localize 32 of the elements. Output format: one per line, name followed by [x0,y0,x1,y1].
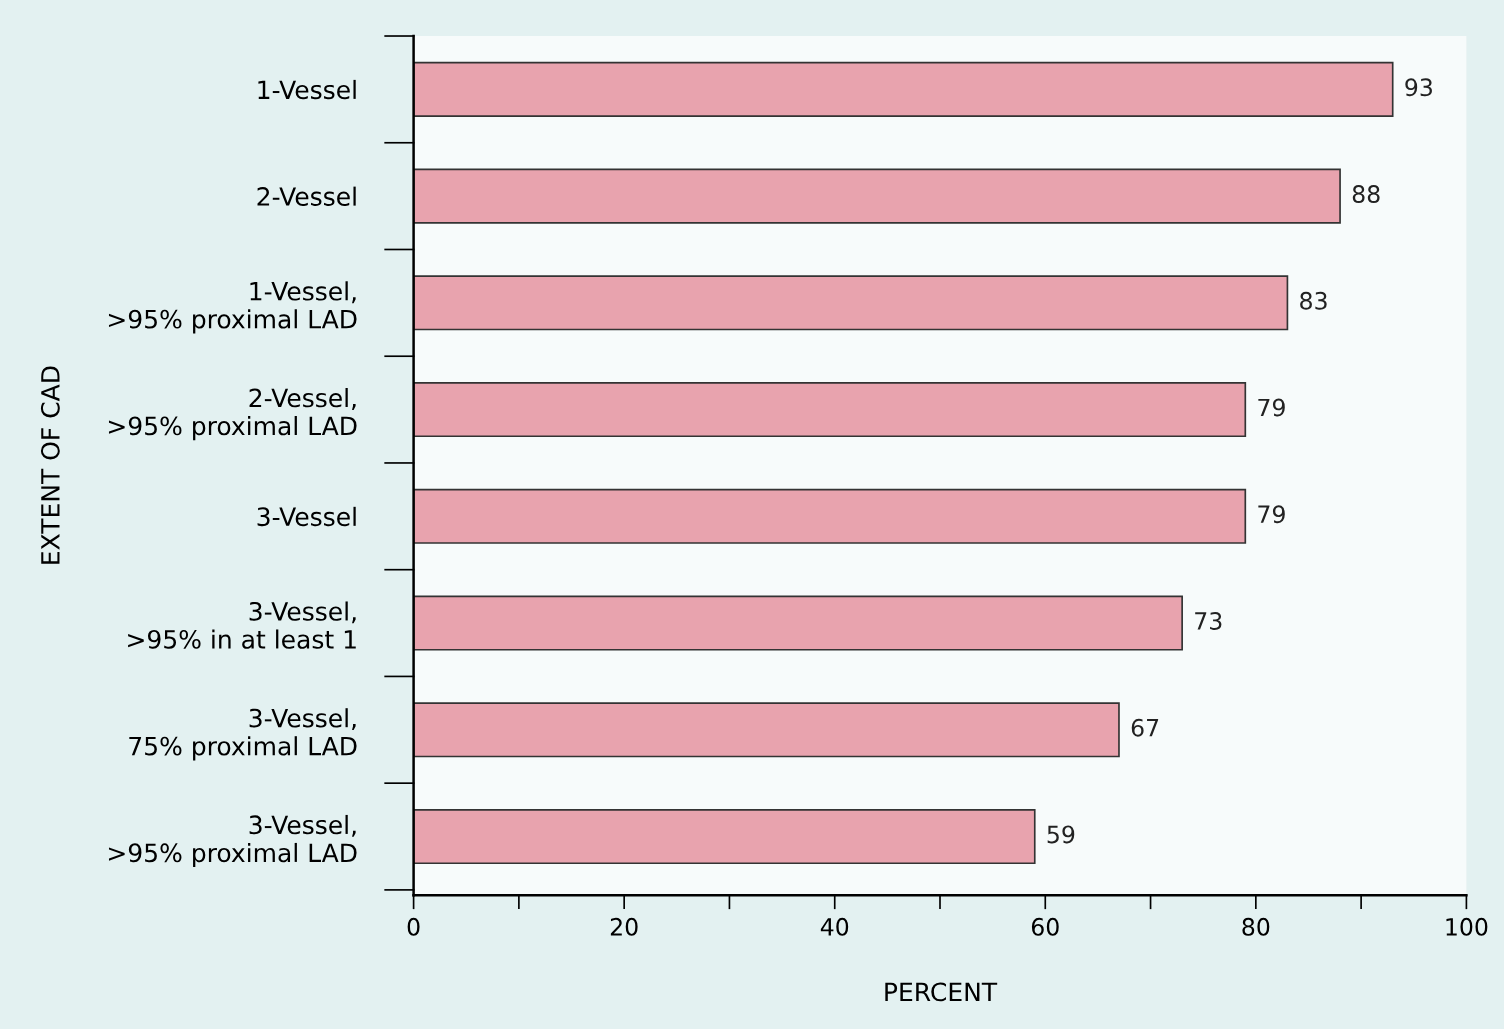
bar [413,809,1036,865]
x-axis-title: PERCENT [885,982,998,1002]
y-tick-label: 3-Vessel [257,506,356,527]
data-label: 67 [1131,718,1159,737]
y-tick-label: 1-Vessel, >95% proximal LAD [108,281,357,334]
data-label: 59 [1047,825,1075,844]
y-tick-label: 2-Vessel, >95% proximal LAD [108,387,357,441]
bar [413,382,1247,438]
data-label: 79 [1258,398,1285,417]
data-label: 83 [1300,291,1327,310]
x-tick-label: 80 [1242,917,1270,936]
y-axis-title: EXTENT OF CAD [40,366,60,564]
data-label: 79 [1258,505,1285,524]
x-tick-label: 0 [407,917,420,936]
bar [413,595,1183,651]
bar [413,702,1120,758]
y-tick-label: 1-Vessel [258,79,356,100]
bar [413,275,1289,331]
y-tick-label: 3-Vessel, >95% in at least 1 [128,601,356,649]
data-label: 73 [1195,612,1222,630]
x-tick-label: 60 [1031,917,1059,936]
bar [413,168,1341,224]
data-label: 93 [1405,78,1432,97]
x-tick-label: 20 [610,917,638,936]
bar [413,488,1247,544]
y-tick-label: 3-Vessel, >95% proximal LAD [108,814,357,868]
data-label: 88 [1352,185,1380,203]
y-tick-label: 3-Vessel, 75% proximal LAD [129,708,357,761]
y-tick-label: 2-Vessel [257,186,356,206]
x-tick-label: 100 [1446,917,1488,936]
bar [413,61,1394,117]
x-tick-label: 40 [820,917,849,936]
